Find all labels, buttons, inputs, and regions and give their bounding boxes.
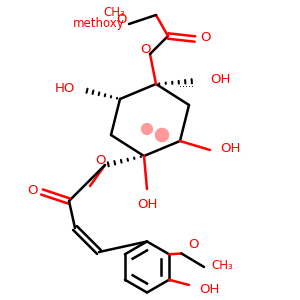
Text: methoxy: methoxy — [73, 17, 124, 31]
Text: O: O — [28, 184, 38, 197]
Text: CH₃: CH₃ — [212, 259, 233, 272]
Text: O: O — [95, 154, 106, 167]
Text: OH: OH — [200, 283, 220, 296]
Text: OH: OH — [220, 142, 241, 155]
Circle shape — [155, 128, 169, 142]
Text: OH: OH — [210, 73, 230, 86]
Text: O: O — [116, 13, 127, 26]
Text: O: O — [200, 31, 211, 44]
Circle shape — [142, 124, 152, 134]
Text: ·····: ····· — [178, 82, 194, 92]
Text: CH₃: CH₃ — [103, 5, 125, 19]
Text: O: O — [188, 238, 199, 251]
Text: O: O — [140, 43, 151, 56]
Text: OH: OH — [137, 198, 157, 211]
Text: HO: HO — [55, 82, 75, 95]
